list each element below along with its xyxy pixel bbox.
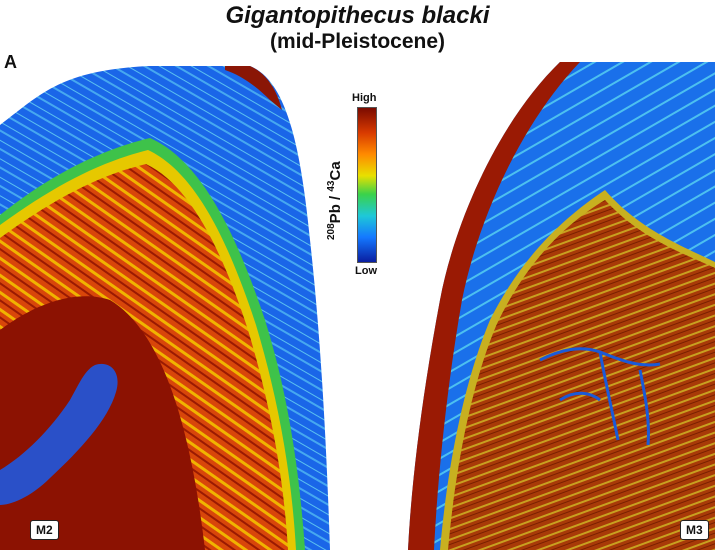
panel-letter: A [4,52,17,72]
color-scale-high-label: High [352,92,377,104]
color-scale-axis-label: 208Pb / 43Ca [326,161,344,240]
specimen-m2-map [0,66,330,550]
figure-title: Gigantopithecus blacki [225,2,490,29]
specimen-tag-m2: M2 [30,520,59,540]
specimen-m3-map [408,62,715,550]
color-scale-bar [357,107,377,263]
specimen-tag-m3: M3 [680,520,709,540]
figure-subtitle: (mid-Pleistocene) [269,30,446,53]
color-scale-low-label: Low [355,265,377,277]
